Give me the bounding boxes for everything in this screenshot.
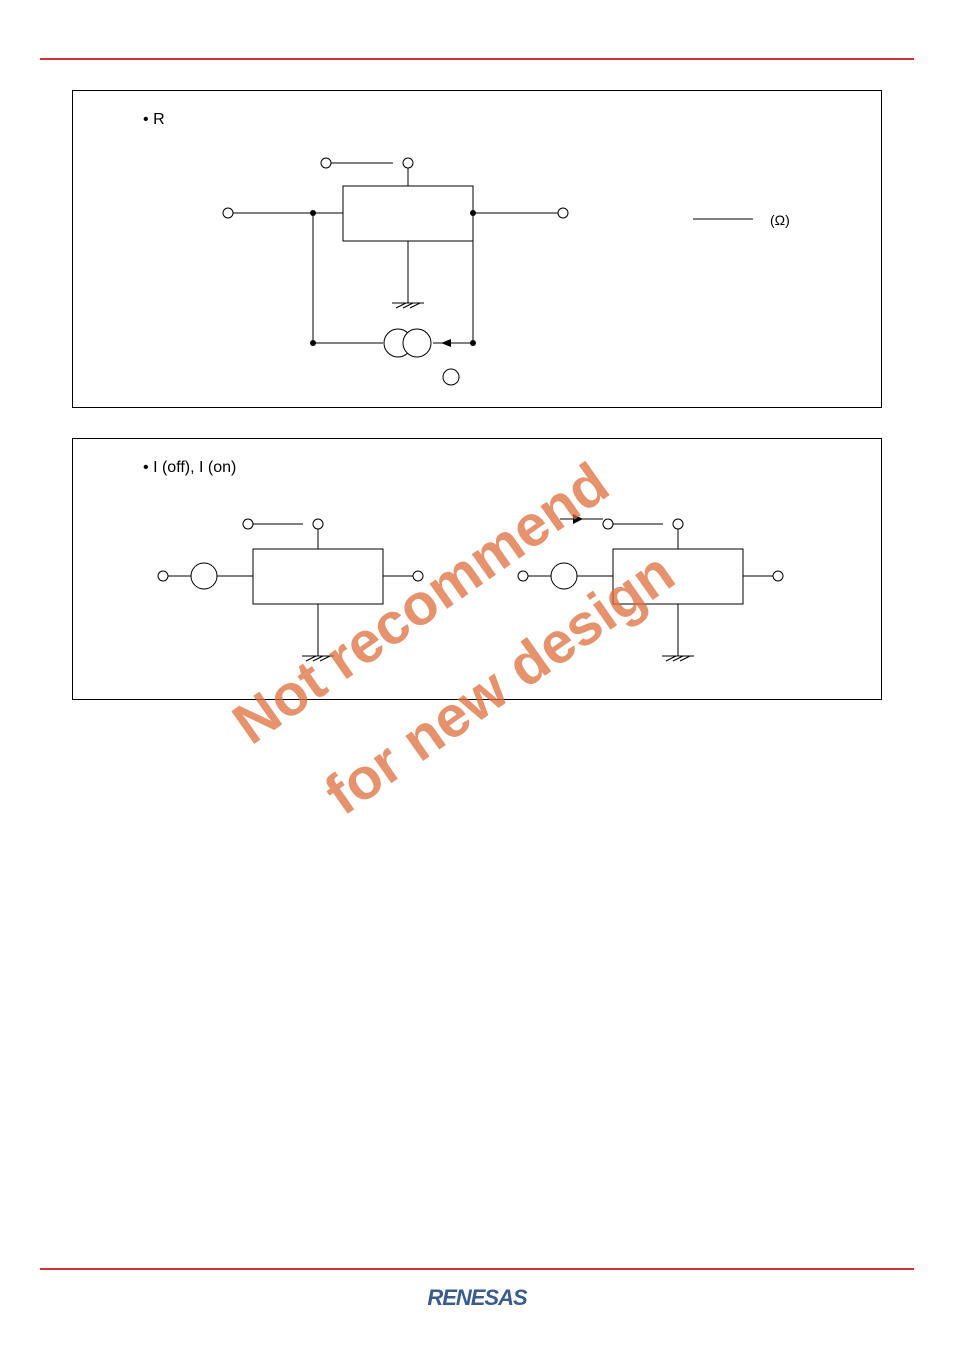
terminal [313, 519, 323, 529]
terminal-top [403, 158, 413, 168]
omega-label: (Ω) [770, 212, 790, 228]
diode-icon [573, 514, 583, 524]
terminal-left [518, 571, 528, 581]
diagram2-svg [73, 439, 883, 701]
terminal-top-left [321, 158, 331, 168]
dut-block-left [253, 549, 383, 604]
arrow-head [441, 339, 451, 347]
dut-block-right [613, 549, 743, 604]
page-header [40, 0, 914, 60]
ammeter-circle [551, 563, 577, 589]
terminal-bottom [443, 369, 459, 385]
page-footer: RENESAS [40, 1268, 914, 1311]
terminal-left [223, 208, 233, 218]
terminal [243, 519, 253, 529]
terminal-right [413, 571, 423, 581]
meter-circle [403, 329, 431, 357]
terminal [673, 519, 683, 529]
terminal-right [773, 571, 783, 581]
diagram-box-ioff-ion: • I (off), I (on) [72, 438, 882, 700]
diagram1-svg: (Ω) [73, 91, 883, 409]
renesas-logo: RENESAS [427, 1285, 526, 1310]
terminal-left [158, 571, 168, 581]
ammeter-circle [191, 563, 217, 589]
diagram-box-ron: • R [72, 90, 882, 408]
dut-block [343, 186, 473, 241]
terminal [603, 519, 613, 529]
terminal-right [558, 208, 568, 218]
